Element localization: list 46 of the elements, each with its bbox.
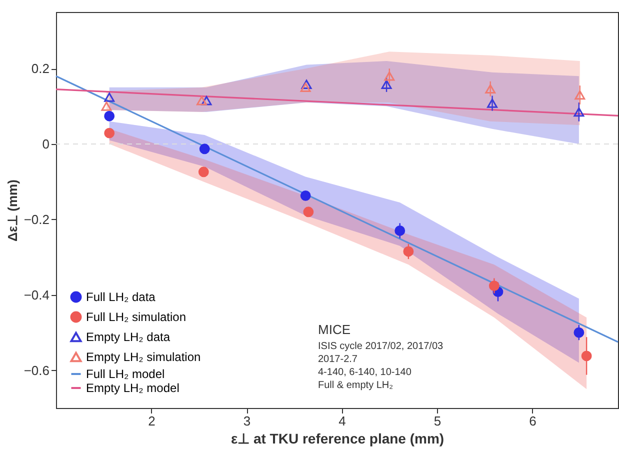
x-tick-label: 3 xyxy=(243,414,251,428)
point xyxy=(300,82,311,92)
point xyxy=(487,98,498,108)
annotation: Full & empty LH₂ xyxy=(318,380,394,391)
point xyxy=(101,102,112,111)
annotation: 4-140, 6-140, 10-140 xyxy=(318,367,412,378)
legend-label: Empty LH₂ model xyxy=(86,381,180,395)
y-axis-title: Δε⊥ (mm) xyxy=(4,180,20,242)
y-tick-label: −0.6 xyxy=(24,362,50,378)
x-axis-title: ε⊥ at TKU reference plane (mm) xyxy=(230,430,444,446)
point xyxy=(201,96,212,106)
x-tick-label: 4 xyxy=(338,414,346,428)
point xyxy=(384,71,395,81)
annotation: MICE xyxy=(318,322,351,337)
point xyxy=(394,226,406,236)
point xyxy=(199,144,210,154)
point xyxy=(301,80,312,90)
point xyxy=(381,80,392,90)
point xyxy=(104,92,115,102)
legend-label: Full LH₂ data xyxy=(86,290,156,304)
point xyxy=(300,190,311,201)
point xyxy=(403,246,414,257)
point xyxy=(574,107,584,117)
point xyxy=(581,350,592,362)
legend-label: Empty LH₂ simulation xyxy=(86,350,201,364)
y-tick-label: −0.2 xyxy=(24,212,50,227)
x-tick-label: 5 xyxy=(434,414,442,428)
point xyxy=(574,90,586,100)
point xyxy=(303,206,314,218)
point xyxy=(104,110,115,122)
y-tick-label: 0.2 xyxy=(31,61,50,76)
point xyxy=(488,280,500,292)
point xyxy=(485,84,496,94)
legend-label: Full LH₂ simulation xyxy=(86,310,186,324)
legend-label: Empty LH₂ data xyxy=(86,330,170,344)
x-tick-label: 2 xyxy=(148,414,156,428)
point xyxy=(574,327,584,338)
annotation: 2017-2.7 xyxy=(318,354,358,365)
point xyxy=(198,166,209,178)
point xyxy=(196,96,207,106)
x-tick-label: 6 xyxy=(529,414,536,428)
annotation: ISIS cycle 2017/02, 2017/03 xyxy=(318,341,444,352)
point xyxy=(104,128,115,138)
y-tick-label: 0 xyxy=(42,136,50,152)
legend-label: Full LH₂ model xyxy=(86,367,165,381)
y-tick-label: −0.4 xyxy=(24,287,50,302)
